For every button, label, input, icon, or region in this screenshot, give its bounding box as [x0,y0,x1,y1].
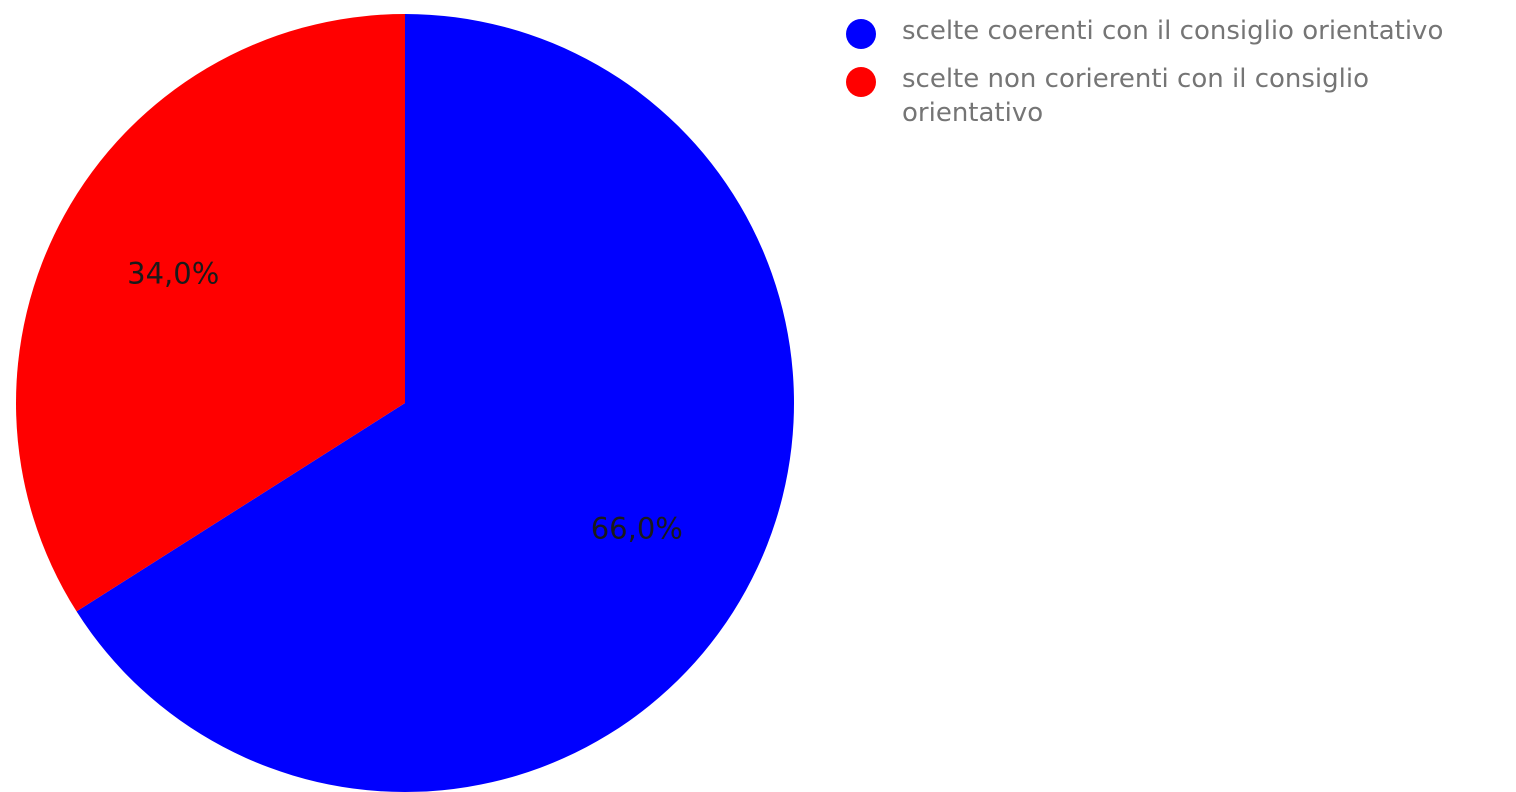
legend-circle-marker-icon [846,19,876,49]
pie-chart: 66,0% 34,0% [16,14,794,792]
pie-slice-0[interactable] [76,14,794,792]
legend-label: scelte non corierenti con il consiglio o… [902,64,1369,128]
slice-data-label-0: 66,0% [591,511,683,545]
legend-item-non-coerenti[interactable]: scelte non corierenti con il consiglio o… [846,62,1512,130]
legend-circle-marker-icon [846,67,876,97]
legend-label: scelte coerenti con il consiglio orienta… [902,16,1444,46]
slice-data-label-1: 34,0% [127,257,219,291]
legend: scelte coerenti con il consiglio orienta… [846,14,1512,144]
pie-slice-1[interactable] [16,14,406,612]
legend-item-coerenti[interactable]: scelte coerenti con il consiglio orienta… [846,14,1512,49]
